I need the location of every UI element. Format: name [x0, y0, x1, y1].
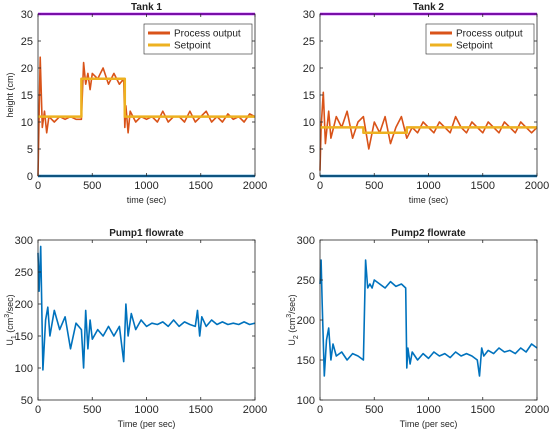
series-line-setpoint	[320, 126, 537, 135]
y-tick-label: 15	[303, 90, 315, 102]
y-tick-label: 30	[303, 9, 315, 21]
x-tick-label: 2000	[525, 404, 549, 416]
x-axis-label: Time (per sec)	[118, 419, 176, 429]
x-tick-label: 2000	[243, 404, 267, 416]
x-axis-label: time (sec)	[409, 195, 449, 205]
chart-title: Pump1 flowrate	[109, 228, 184, 239]
series-line-1	[319, 259, 538, 377]
chart-panel-2: 0 500 1000 1500 2000 0 5 10 15 20 25 30 Tank 2 time (…	[303, 2, 549, 205]
legend-label: Setpoint	[174, 41, 211, 52]
plot-area	[38, 240, 255, 400]
y-tick-label: 250	[15, 267, 33, 279]
x-tick-label: 0	[317, 404, 323, 416]
series-line-1	[37, 245, 256, 371]
x-tick-label: 1500	[189, 180, 213, 192]
y-axis-label: U1 (cm3/sec)	[4, 294, 18, 345]
y-tick-label: 150	[15, 331, 33, 343]
chart-title: Tank 2	[413, 2, 444, 13]
x-tick-label: 1500	[189, 404, 213, 416]
plot-area	[320, 240, 537, 400]
x-tick-label: 1000	[416, 404, 440, 416]
y-tick-label: 25	[303, 36, 315, 48]
x-tick-label: 500	[83, 180, 101, 192]
y-tick-label: 10	[303, 117, 315, 129]
legend-box	[425, 23, 535, 55]
x-tick-label: 1000	[134, 180, 158, 192]
chart-title: Pump2 flowrate	[391, 228, 466, 239]
x-tick-label: 500	[365, 404, 383, 416]
chart-panel-1: 0 500 1000 1500 2000 0 5 10 15 20 25 30 Tank 1 time (…	[5, 2, 267, 205]
legend-label: Setpoint	[456, 41, 493, 52]
y-tick-label: 5	[27, 144, 33, 156]
legend-label: Process output	[174, 29, 241, 40]
y-tick-label: 0	[309, 171, 315, 183]
y-tick-label: 10	[21, 117, 33, 129]
y-tick-label: 200	[297, 315, 315, 327]
x-tick-label: 1000	[134, 404, 158, 416]
x-tick-label: 1000	[416, 180, 440, 192]
legend-box	[143, 23, 253, 55]
y-axis-label: height (cm)	[5, 72, 15, 117]
y-tick-label: 15	[21, 90, 33, 102]
y-tick-label: 0	[27, 171, 33, 183]
x-tick-label: 1500	[471, 404, 495, 416]
x-tick-label: 0	[35, 404, 41, 416]
y-tick-label: 100	[15, 363, 33, 375]
x-tick-label: 1500	[471, 180, 495, 192]
y-tick-label: 300	[15, 235, 33, 247]
chart-panel-4: 0 500 1000 1500 2000 100 150 200 250 300 Pump2 flo…	[286, 228, 549, 429]
y-tick-label: 5	[309, 144, 315, 156]
y-tick-label: 200	[15, 299, 33, 311]
chart-panel-3: 0 500 1000 1500 2000 50 100 150 200 250 300 Pump1 f…	[4, 228, 267, 429]
y-axis-label: U2 (cm3/sec)	[286, 294, 300, 345]
x-axis-label: time (sec)	[127, 195, 167, 205]
y-tick-label: 20	[21, 63, 33, 75]
y-tick-label: 30	[21, 9, 33, 21]
y-tick-label: 100	[297, 395, 315, 407]
y-tick-label: 25	[21, 36, 33, 48]
y-tick-label: 20	[303, 63, 315, 75]
x-tick-label: 2000	[525, 180, 549, 192]
x-tick-label: 0	[317, 180, 323, 192]
y-tick-label: 300	[297, 235, 315, 247]
x-tick-label: 0	[35, 180, 41, 192]
series-line-process-output	[37, 56, 256, 177]
y-tick-label: 250	[297, 275, 315, 287]
y-tick-label: 50	[21, 395, 33, 407]
legend-label: Process output	[456, 29, 523, 40]
chart-title: Tank 1	[131, 2, 162, 13]
x-tick-label: 500	[365, 180, 383, 192]
x-axis-label: Time (per sec)	[400, 419, 458, 429]
y-tick-label: 150	[297, 355, 315, 367]
x-tick-label: 500	[83, 404, 101, 416]
series-line-setpoint	[38, 77, 255, 118]
x-tick-label: 2000	[243, 180, 267, 192]
